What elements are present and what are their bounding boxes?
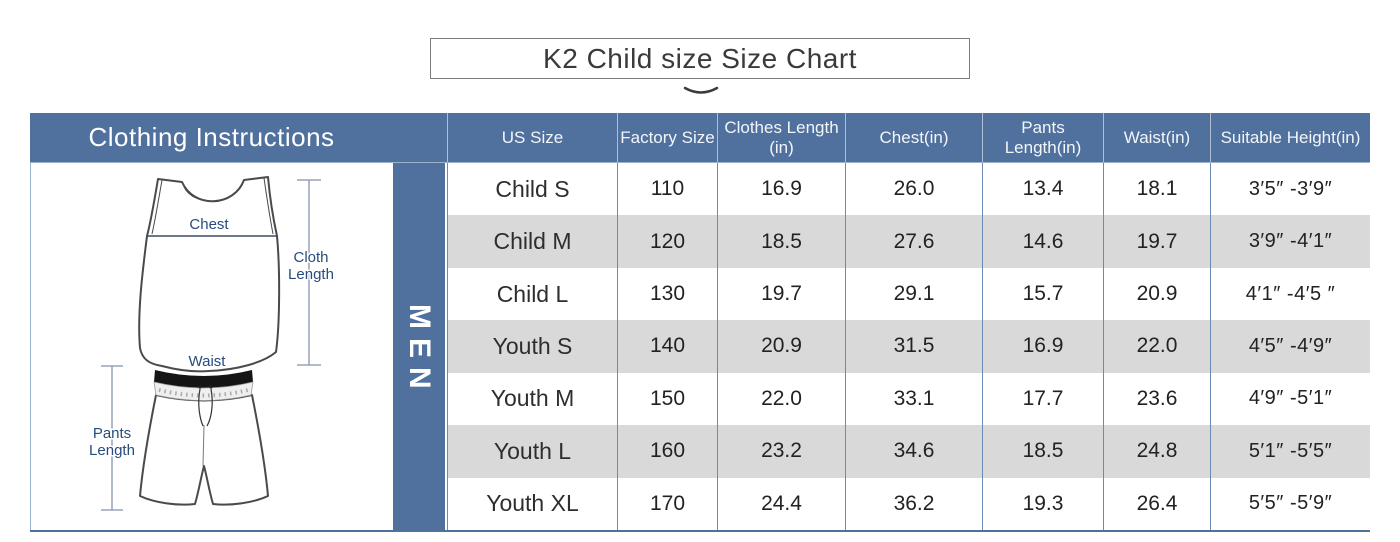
chest-label: Chest: [189, 216, 229, 233]
column-header-waist: Waist(in): [1103, 113, 1210, 162]
cell-waist: 26.4: [1103, 477, 1210, 530]
cell-waist: 19.7: [1103, 215, 1210, 268]
drawstring-right: [206, 388, 213, 427]
table-row: Child S 110 16.9 26.0 13.4 18.1 3′5″ -3′…: [447, 163, 1370, 216]
cell-pants-length: 17.7: [982, 372, 1103, 426]
cell-clothes-length: 20.9: [717, 320, 845, 373]
cell-clothes-length: 18.5: [717, 215, 845, 268]
pants-length-measure-line: [101, 365, 123, 511]
cell-factory-size: 150: [617, 372, 717, 426]
cell-clothes-length: 16.9: [717, 163, 845, 216]
waistband: [154, 370, 253, 388]
table-row: Youth L 160 23.2 34.6 18.5 24.8 5′1″ -5′…: [447, 425, 1370, 478]
wave-ornament-icon: [683, 86, 719, 94]
cloth-length-label-1: Cloth: [293, 249, 328, 266]
cell-us-size: Child M: [447, 215, 617, 268]
column-header-pants-length: Pants Length(in): [982, 113, 1103, 162]
table-row: Youth M 150 22.0 33.1 17.7 23.6 4′9″ -5′…: [447, 372, 1370, 426]
cell-suitable-height: 3′5″ -3′9″: [1210, 163, 1370, 216]
table-row: Child L 130 19.7 29.1 15.7 20.9 4′1″ -4′…: [447, 267, 1370, 321]
drawstring-left: [198, 388, 204, 427]
cell-clothes-length: 19.7: [717, 267, 845, 321]
title-box: K2 Child size Size Chart: [430, 38, 970, 79]
column-header-factory-size: Factory Size: [617, 113, 717, 162]
cell-chest: 29.1: [845, 267, 982, 321]
cell-clothes-length: 22.0: [717, 372, 845, 426]
cell-us-size: Youth XL: [447, 477, 617, 530]
cell-clothes-length: 24.4: [717, 477, 845, 530]
table-header-row: Clothing Instructions US Size Factory Si…: [30, 113, 1370, 163]
page-title: K2 Child size Size Chart: [543, 42, 857, 74]
table-body: Chest Cloth Length Waist Pants Length ME…: [30, 163, 1370, 530]
cell-pants-length: 16.9: [982, 320, 1103, 373]
cell-chest: 33.1: [845, 372, 982, 426]
cell-suitable-height: 4′9″ -5′1″: [1210, 372, 1370, 426]
cell-suitable-height: 4′1″ -4′5 ″: [1210, 267, 1370, 321]
size-data-grid: Child S 110 16.9 26.0 13.4 18.1 3′5″ -3′…: [447, 163, 1370, 530]
cell-factory-size: 110: [617, 163, 717, 216]
gender-column: MEN: [393, 163, 447, 530]
cell-us-size: Child S: [447, 163, 617, 216]
cell-pants-length: 15.7: [982, 267, 1103, 321]
cell-chest: 26.0: [845, 163, 982, 216]
cell-waist: 23.6: [1103, 372, 1210, 426]
cell-us-size: Youth L: [447, 425, 617, 478]
pants-length-label-2: Length: [89, 442, 135, 459]
column-header-suitable-height: Suitable Height(in): [1210, 113, 1370, 162]
cell-chest: 27.6: [845, 215, 982, 268]
cell-chest: 36.2: [845, 477, 982, 530]
cell-chest: 34.6: [845, 425, 982, 478]
cell-chest: 31.5: [845, 320, 982, 373]
cell-factory-size: 120: [617, 215, 717, 268]
column-header-clothes-length: Clothes Length (in): [717, 113, 845, 162]
cell-factory-size: 130: [617, 267, 717, 321]
size-table: Clothing Instructions US Size Factory Si…: [30, 113, 1370, 532]
cell-factory-size: 170: [617, 477, 717, 530]
garment-illustration: Chest Cloth Length Waist Pants Length: [30, 163, 393, 530]
cell-waist: 18.1: [1103, 163, 1210, 216]
cell-suitable-height: 5′1″ -5′5″: [1210, 425, 1370, 478]
cell-waist: 24.8: [1103, 425, 1210, 478]
tank-top-drawing: [138, 176, 281, 373]
cell-waist: 20.9: [1103, 267, 1210, 321]
cell-factory-size: 160: [617, 425, 717, 478]
cell-us-size: Child L: [447, 267, 617, 321]
shorts-drawing: [139, 370, 269, 506]
cell-us-size: Youth M: [447, 372, 617, 426]
cell-waist: 22.0: [1103, 320, 1210, 373]
waist-label: Waist: [189, 353, 227, 370]
garment-drawing: Chest Cloth Length Waist Pants Length: [88, 176, 335, 511]
cell-pants-length: 13.4: [982, 163, 1103, 216]
table-row: Youth XL 170 24.4 36.2 19.3 26.4 5′5″ -5…: [447, 477, 1370, 530]
cloth-length-measure-line: [297, 179, 321, 366]
cell-pants-length: 19.3: [982, 477, 1103, 530]
cell-clothes-length: 23.2: [717, 425, 845, 478]
cell-suitable-height: 3′9″ -4′1″: [1210, 215, 1370, 268]
clothing-instructions-header: Clothing Instructions: [88, 122, 335, 152]
cell-suitable-height: 4′5″ -4′9″: [1210, 320, 1370, 373]
gender-label: MEN: [403, 304, 436, 398]
column-header-us-size: US Size: [447, 113, 617, 162]
table-row: Youth S 140 20.9 31.5 16.9 22.0 4′5″ -4′…: [447, 320, 1370, 373]
cell-us-size: Youth S: [447, 320, 617, 373]
cell-pants-length: 18.5: [982, 425, 1103, 478]
cloth-length-label-2: Length: [288, 266, 334, 283]
column-header-chest: Chest(in): [845, 113, 982, 162]
cell-factory-size: 140: [617, 320, 717, 373]
cell-suitable-height: 5′5″ -5′9″: [1210, 477, 1370, 530]
table-row: Child M 120 18.5 27.6 14.6 19.7 3′9″ -4′…: [447, 215, 1370, 268]
pants-length-label-1: Pants: [93, 425, 131, 442]
left-panel: Chest Cloth Length Waist Pants Length ME…: [30, 163, 447, 530]
cell-pants-length: 14.6: [982, 215, 1103, 268]
